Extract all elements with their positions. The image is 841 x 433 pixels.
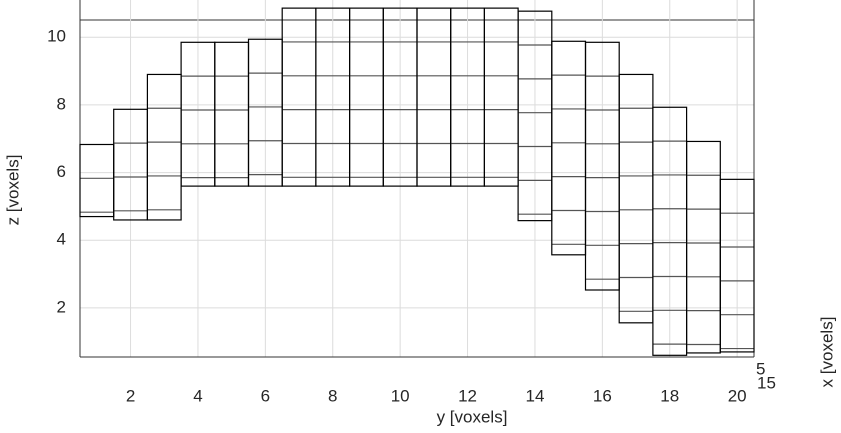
voxel-column xyxy=(146,73,182,221)
y-tick-label: 10 xyxy=(47,27,66,46)
voxel-column xyxy=(551,40,587,256)
x-tick-label: 10 xyxy=(391,386,410,405)
y-axis-title: z [voxels] xyxy=(3,155,22,226)
voxel-column xyxy=(483,7,519,187)
depth-axis-title: x [voxels] xyxy=(817,317,836,388)
voxel-stack xyxy=(719,178,755,353)
voxel-column xyxy=(618,73,654,324)
voxel-stack xyxy=(551,40,587,256)
voxel-column xyxy=(180,41,216,187)
voxel-stack xyxy=(214,41,250,187)
voxel-stack xyxy=(79,143,115,218)
x-axis-title: y [voxels] xyxy=(437,407,508,426)
voxel-stack xyxy=(483,7,519,187)
voxel-stack xyxy=(281,7,317,187)
voxel-column xyxy=(79,143,115,218)
x-tick-label: 8 xyxy=(328,386,337,405)
x-tick-label: 14 xyxy=(525,386,544,405)
voxel-column xyxy=(281,7,317,187)
y-tick-label: 2 xyxy=(57,297,66,316)
voxel-column xyxy=(349,7,384,187)
x-tick-label: 4 xyxy=(193,386,202,405)
voxel-stack xyxy=(146,73,182,221)
depth-tick-label: 15 xyxy=(757,373,776,392)
voxel-stack xyxy=(349,7,384,187)
voxel-stack xyxy=(618,73,654,324)
voxel-column xyxy=(719,178,755,353)
voxel-stack xyxy=(685,140,721,354)
y-tick-label: 8 xyxy=(57,94,66,113)
voxel-column xyxy=(214,41,250,187)
x-tick-label: 16 xyxy=(593,386,612,405)
depth-tick-label: 5 xyxy=(756,359,765,378)
y-tick-label: 6 xyxy=(57,162,66,181)
voxel-stack xyxy=(416,7,452,187)
x-tick-label: 2 xyxy=(126,386,135,405)
voxel-column xyxy=(685,140,721,354)
x-tick-label: 6 xyxy=(261,386,270,405)
x-tick-label: 20 xyxy=(728,386,747,405)
y-tick-label: 4 xyxy=(57,230,66,249)
voxel-column xyxy=(416,7,452,187)
x-tick-label: 18 xyxy=(660,386,679,405)
x-tick-label: 12 xyxy=(458,386,477,405)
